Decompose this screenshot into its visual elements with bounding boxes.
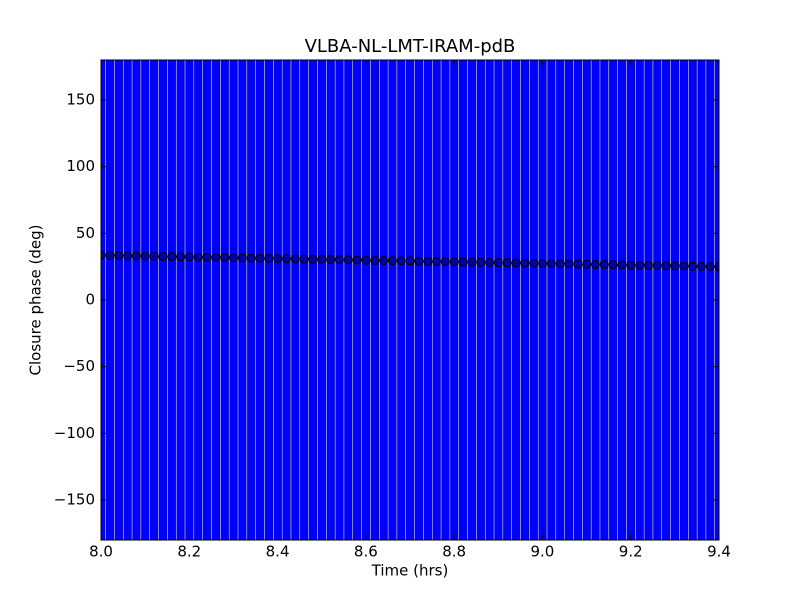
- point: [379, 256, 389, 266]
- point: [555, 259, 565, 269]
- point: [317, 254, 327, 264]
- point: [158, 252, 168, 262]
- point: [511, 258, 521, 268]
- point: [590, 259, 600, 269]
- point: [246, 253, 256, 263]
- y-axis-label: Closure phase (deg): [27, 225, 45, 376]
- point: [290, 254, 300, 264]
- point: [573, 259, 583, 269]
- x-tick-label: 8.8: [442, 543, 466, 561]
- point: [334, 255, 344, 265]
- point: [299, 254, 309, 264]
- point: [643, 260, 653, 270]
- point: [273, 254, 283, 264]
- point: [352, 255, 362, 265]
- point: [202, 252, 212, 262]
- point: [387, 256, 397, 266]
- point: [167, 252, 177, 262]
- y-tick-label: −150: [54, 491, 95, 509]
- plot-area: [101, 60, 719, 540]
- point: [114, 251, 124, 261]
- point: [599, 260, 609, 270]
- y-tick-label: −50: [63, 357, 95, 375]
- x-tick-label: 9.0: [530, 543, 554, 561]
- point: [705, 262, 715, 272]
- point: [696, 261, 706, 271]
- point: [101, 250, 106, 260]
- point: [502, 258, 512, 268]
- chart-title: VLBA-NL-LMT-IRAM-pdB: [305, 36, 516, 57]
- x-tick-label: 8.4: [266, 543, 290, 561]
- x-tick-label: 9.2: [619, 543, 643, 561]
- point: [679, 261, 689, 271]
- point: [476, 257, 486, 267]
- point: [564, 259, 574, 269]
- point: [308, 254, 318, 264]
- point: [484, 257, 494, 267]
- point: [626, 260, 636, 270]
- point: [211, 252, 221, 262]
- point: [423, 256, 433, 266]
- point: [520, 258, 530, 268]
- point: [458, 257, 468, 267]
- y-tick-label: 0: [85, 291, 95, 309]
- x-tick-label: 8.2: [177, 543, 201, 561]
- point: [149, 251, 159, 261]
- point: [546, 259, 556, 269]
- point: [237, 253, 247, 263]
- point: [140, 251, 150, 261]
- point: [440, 257, 450, 267]
- point: [493, 258, 503, 268]
- point: [617, 260, 627, 270]
- point: [608, 260, 618, 270]
- y-tick-label: 50: [76, 224, 95, 242]
- point: [467, 257, 477, 267]
- point: [537, 258, 547, 268]
- y-tick-label: −100: [54, 424, 95, 442]
- y-tick-label: 100: [66, 157, 95, 175]
- point: [635, 260, 645, 270]
- point: [228, 253, 238, 263]
- point: [361, 255, 371, 265]
- point: [396, 256, 406, 266]
- point: [670, 261, 680, 271]
- point: [220, 253, 230, 263]
- point: [184, 252, 194, 262]
- point: [661, 261, 671, 271]
- point: [405, 256, 415, 266]
- point: [105, 250, 115, 260]
- x-tick-label: 9.4: [707, 543, 731, 561]
- y-tick-label: 150: [66, 91, 95, 109]
- point: [326, 255, 336, 265]
- point: [714, 262, 719, 272]
- point: [529, 258, 539, 268]
- point: [414, 256, 424, 266]
- point: [193, 252, 203, 262]
- x-axis-label: Time (hrs): [371, 562, 449, 580]
- point: [582, 259, 592, 269]
- point: [449, 257, 459, 267]
- point: [122, 251, 132, 261]
- point: [255, 253, 265, 263]
- point: [281, 254, 291, 264]
- point: [264, 253, 274, 263]
- point: [343, 255, 353, 265]
- point: [131, 251, 141, 261]
- x-tick-label: 8.0: [89, 543, 113, 561]
- point: [175, 252, 185, 262]
- x-tick-label: 8.6: [354, 543, 378, 561]
- point: [370, 255, 380, 265]
- point: [431, 256, 441, 266]
- point: [688, 261, 698, 271]
- point: [652, 260, 662, 270]
